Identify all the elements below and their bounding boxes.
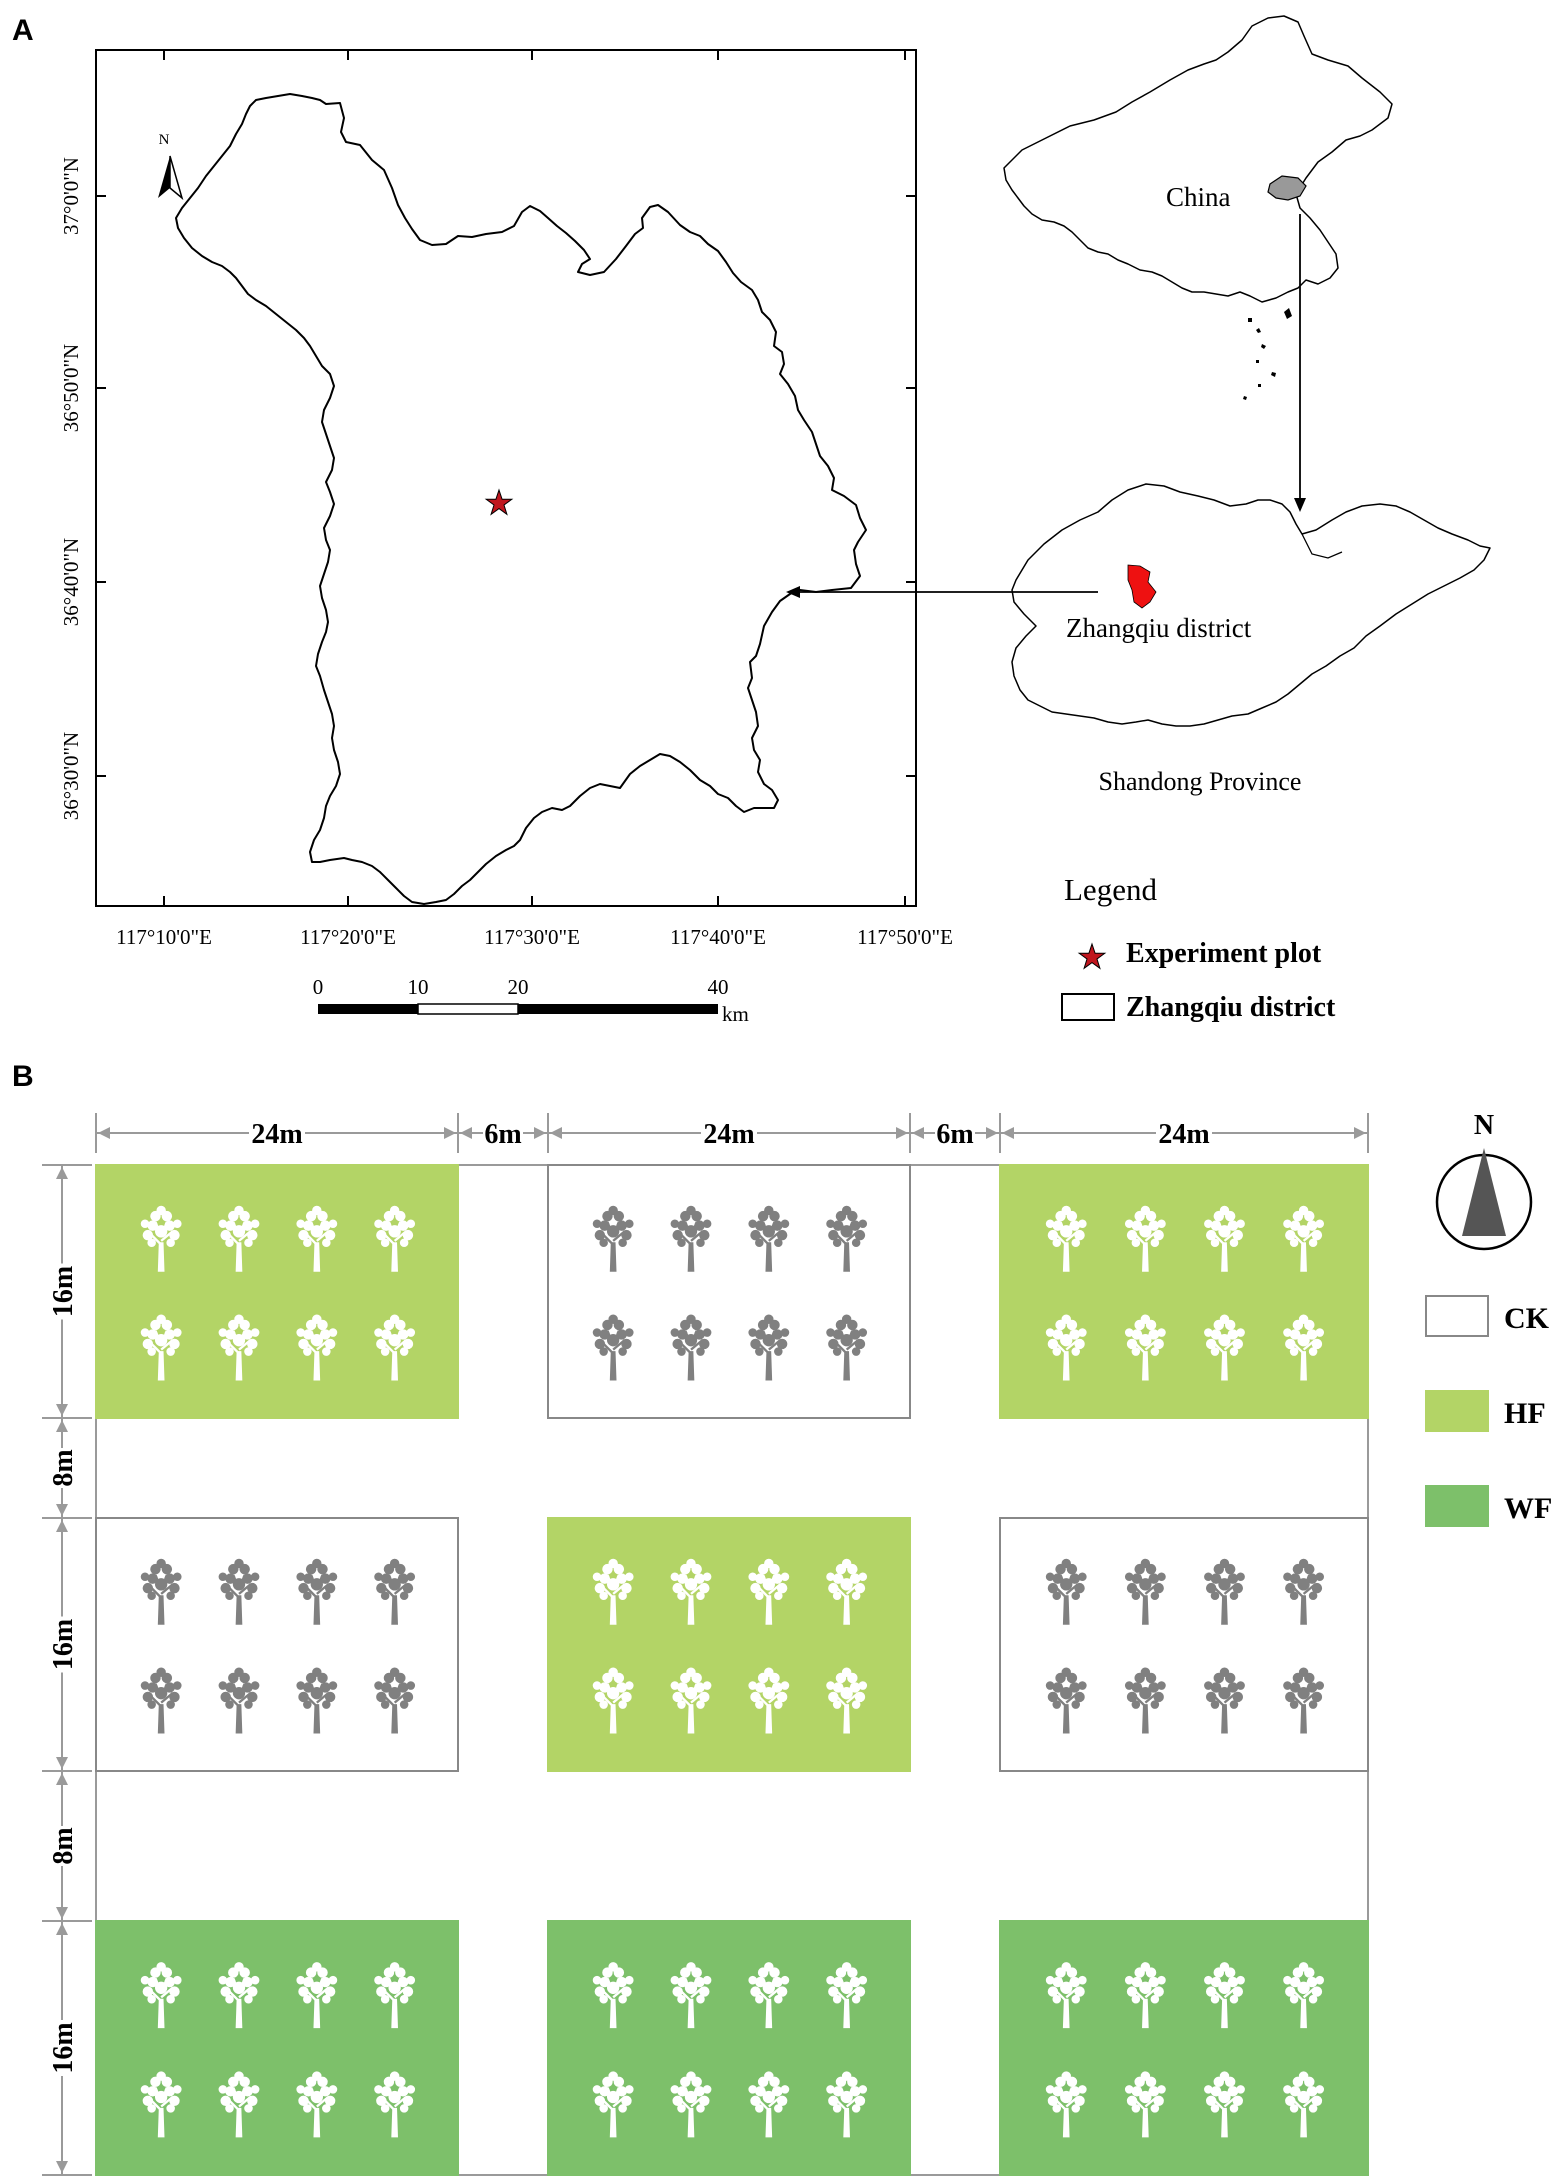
experiment-field-layout: [95, 1164, 1369, 2176]
scale-tick-20: 20: [508, 975, 529, 999]
column-width-label: 24m: [703, 1119, 754, 1150]
plot-type-legend: CK HF WF: [1425, 1295, 1552, 1527]
plot-ck: [95, 1517, 459, 1772]
lat-tick-label: 36°30'0"N: [59, 732, 83, 820]
map-legend: Legend Experiment plot Zhangqiu district: [1061, 872, 1336, 1023]
scale-tick-10: 10: [408, 975, 429, 999]
zhangqiu-district-boundary: [175, 93, 867, 905]
plot-wf: [999, 1920, 1369, 2176]
plot-ck: [999, 1517, 1369, 1772]
legend-swatch-hf: [1425, 1390, 1489, 1432]
shandong-inset-map: Zhangqiu district Shandong Province: [786, 483, 1491, 796]
lon-tick-label: 117°40'0"E: [670, 925, 766, 949]
row-height-label: 16m: [48, 1619, 79, 1670]
scale-tick-40: 40: [708, 975, 729, 999]
lon-tick-label: 117°10'0"E: [116, 925, 212, 949]
scale-unit: km: [722, 1002, 749, 1026]
legend-item-zhangqiu-district: Zhangqiu district: [1126, 992, 1336, 1023]
plot-hf: [547, 1517, 911, 1772]
lon-tick-label: 117°20'0"E: [300, 925, 396, 949]
legend-label-wf: WF: [1504, 1492, 1552, 1525]
column-width-label: 24m: [251, 1119, 302, 1150]
plot-hf: [95, 1164, 459, 1419]
china-label: China: [1166, 182, 1231, 212]
legend-title: Legend: [1064, 872, 1157, 907]
plot-wf: [95, 1920, 459, 2176]
row-height-label: 16m: [48, 2022, 79, 2073]
column-width-label: 6m: [484, 1119, 521, 1150]
column-width-label: 24m: [1158, 1119, 1209, 1150]
column-width-label: 6m: [936, 1119, 973, 1150]
lat-tick-label: 36°50'0"N: [59, 344, 83, 432]
plot-ck: [547, 1164, 911, 1419]
zhangqiu-label: Zhangqiu district: [1066, 613, 1252, 643]
panel-b-letter: B: [12, 1060, 34, 1093]
legend-district-swatch: [1061, 993, 1115, 1021]
column-dimensions: 24m 6m 24m 6m 24m: [95, 1113, 1369, 1153]
compass-north-icon: N: [1435, 1110, 1533, 1251]
experiment-plot-star: [484, 488, 514, 516]
svg-text:N: N: [159, 132, 170, 148]
legend-star-icon: [1077, 942, 1107, 970]
lon-tick-label: 117°50'0"E: [857, 925, 953, 949]
legend-label-ck: CK: [1504, 1302, 1550, 1335]
legend-swatch-ck: [1425, 1295, 1489, 1337]
legend-label-hf: HF: [1504, 1397, 1546, 1430]
row-height-label: 8m: [48, 1827, 79, 1864]
row-height-label: 16m: [48, 1266, 79, 1317]
legend-item-experiment-plot: Experiment plot: [1126, 938, 1322, 969]
lon-tick-label: 117°30'0"E: [484, 925, 580, 949]
shandong-label: Shandong Province: [1099, 767, 1302, 796]
panel-a-letter: A: [12, 14, 34, 47]
plot-wf: [547, 1920, 911, 2176]
plot-hf: [999, 1164, 1369, 1419]
svg-text:N: N: [1474, 1110, 1494, 1141]
scale-bar: 0 10 20 40 km: [313, 975, 749, 1026]
row-height-label: 8m: [48, 1449, 79, 1486]
district-map-frame: 117°10'0"E 117°20'0"E 117°30'0"E 117°40'0"E…: [59, 49, 953, 949]
lat-tick-label: 37°0'0"N: [59, 157, 83, 235]
north-arrow-icon: N: [158, 132, 184, 201]
legend-swatch-wf: [1425, 1485, 1489, 1527]
scale-tick-0: 0: [313, 975, 324, 999]
row-dimensions: 16m 8m 16m 8m 16m: [42, 1164, 92, 2176]
china-inset-map: China: [1003, 15, 1393, 512]
lat-tick-label: 36°40'0"N: [59, 538, 83, 626]
